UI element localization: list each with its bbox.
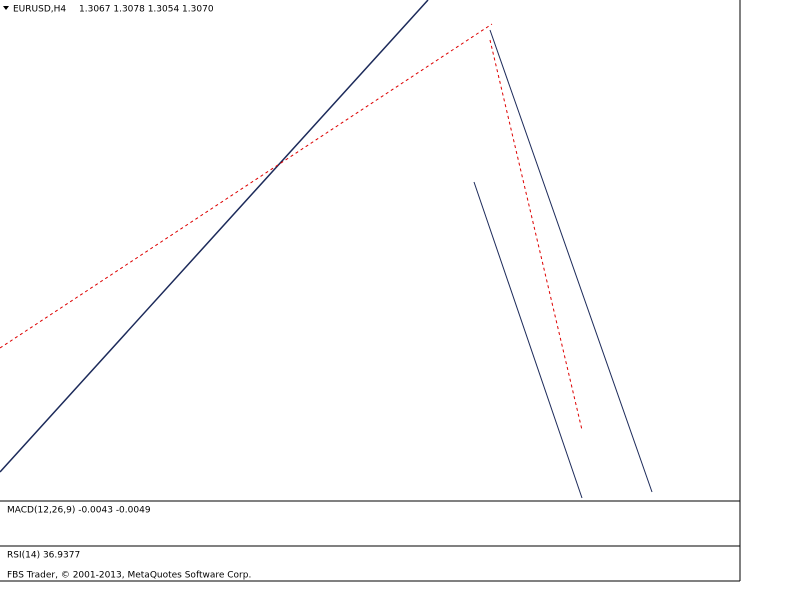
trend-line: [489, 29, 653, 493]
macd-label: MACD(12,26,9) -0.0043 -0.0049: [7, 506, 151, 516]
trend-line: [473, 181, 583, 499]
trend-line: [0, 23, 493, 349]
trend-lines: [0, 0, 653, 499]
header-arrow: [3, 6, 9, 10]
symbol: EURUSD,H4: [13, 5, 66, 15]
footer: FBS Trader, © 2001-2013, MetaQuotes Soft…: [7, 571, 251, 581]
trend-line: [489, 39, 583, 431]
ohlc: 1.3067 1.3078 1.3054 1.3070: [79, 5, 214, 15]
trend-line: [0, 0, 429, 473]
rsi-label: RSI(14) 36.9377: [7, 551, 80, 561]
